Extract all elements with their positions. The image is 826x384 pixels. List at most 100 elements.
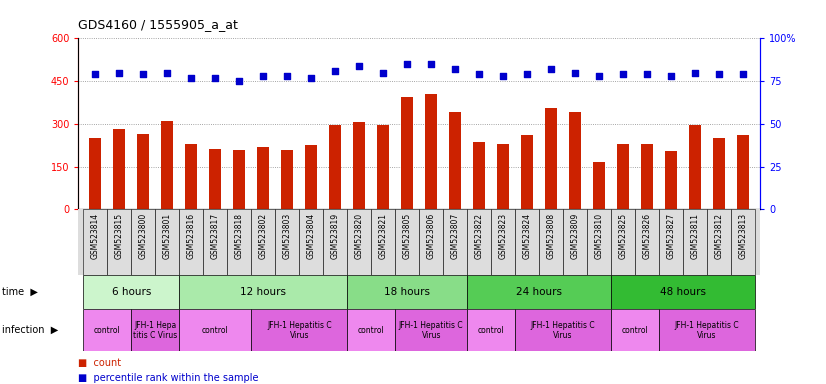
Bar — [107, 209, 131, 275]
Bar — [641, 144, 653, 209]
Bar — [137, 134, 150, 209]
Point — [233, 78, 246, 84]
Bar — [515, 309, 611, 351]
Bar — [251, 309, 347, 351]
Point — [520, 71, 534, 77]
Bar — [617, 144, 629, 209]
Text: GSM523807: GSM523807 — [451, 213, 460, 259]
Bar — [257, 147, 269, 209]
Text: control: control — [94, 326, 121, 335]
Point — [281, 73, 294, 79]
Text: ■  count: ■ count — [78, 358, 121, 368]
Text: GSM523822: GSM523822 — [475, 213, 484, 258]
Point — [472, 71, 486, 77]
Text: GSM523815: GSM523815 — [115, 213, 124, 259]
Bar — [179, 309, 251, 351]
Bar — [611, 209, 635, 275]
Text: control: control — [622, 326, 648, 335]
Bar — [731, 209, 755, 275]
Bar — [306, 145, 317, 209]
Text: GSM523809: GSM523809 — [571, 213, 580, 259]
Text: JFH-1 Hepatitis C
Virus: JFH-1 Hepatitis C Virus — [399, 321, 463, 340]
Text: JFH-1 Hepatitis C
Virus: JFH-1 Hepatitis C Virus — [267, 321, 331, 340]
Point — [377, 70, 390, 76]
Bar — [707, 209, 731, 275]
Bar — [563, 209, 587, 275]
Text: JFH-1 Hepatitis C
Virus: JFH-1 Hepatitis C Virus — [531, 321, 596, 340]
Bar — [347, 275, 468, 309]
Text: JFH-1 Hepa
titis C Virus: JFH-1 Hepa titis C Virus — [133, 321, 178, 340]
Text: GSM523806: GSM523806 — [427, 213, 435, 259]
Point — [592, 73, 605, 79]
Bar — [515, 209, 539, 275]
Text: GSM523823: GSM523823 — [499, 213, 508, 259]
Bar — [83, 309, 131, 351]
Text: infection  ▶: infection ▶ — [2, 325, 58, 335]
Text: GSM523805: GSM523805 — [403, 213, 411, 259]
Bar — [155, 209, 179, 275]
Bar — [227, 209, 251, 275]
Bar — [737, 135, 749, 209]
Point — [689, 70, 702, 76]
Point — [401, 61, 414, 67]
Bar — [347, 209, 371, 275]
Text: time  ▶: time ▶ — [2, 287, 37, 297]
Point — [112, 70, 126, 76]
Bar — [611, 275, 755, 309]
Text: GSM523826: GSM523826 — [643, 213, 652, 259]
Point — [640, 71, 653, 77]
Point — [257, 73, 270, 79]
Bar — [281, 150, 293, 209]
Text: GSM523814: GSM523814 — [91, 213, 100, 259]
Bar — [354, 122, 365, 209]
Text: GSM523824: GSM523824 — [523, 213, 532, 259]
Bar — [299, 209, 323, 275]
Text: GSM523817: GSM523817 — [211, 213, 220, 259]
Bar — [473, 142, 485, 209]
Bar — [545, 108, 558, 209]
Point — [665, 73, 678, 79]
Bar — [179, 209, 203, 275]
Bar — [444, 209, 468, 275]
Bar — [347, 309, 395, 351]
Text: GSM523825: GSM523825 — [619, 213, 628, 259]
Bar — [468, 209, 491, 275]
Bar — [539, 209, 563, 275]
Bar — [569, 113, 582, 209]
Text: GSM523808: GSM523808 — [547, 213, 556, 259]
Point — [160, 70, 173, 76]
Bar — [491, 209, 515, 275]
Text: control: control — [477, 326, 505, 335]
Bar — [377, 125, 389, 209]
Point — [496, 73, 510, 79]
Point — [737, 71, 750, 77]
Text: GSM523818: GSM523818 — [235, 213, 244, 258]
Text: GSM523810: GSM523810 — [595, 213, 604, 259]
Bar — [83, 209, 107, 275]
Bar — [420, 209, 444, 275]
Text: GSM523816: GSM523816 — [187, 213, 196, 259]
Text: GSM523804: GSM523804 — [306, 213, 316, 259]
Bar — [395, 209, 420, 275]
Bar — [689, 125, 701, 209]
Bar — [659, 209, 683, 275]
Text: GSM523802: GSM523802 — [259, 213, 268, 259]
Bar — [179, 275, 347, 309]
Text: GSM523812: GSM523812 — [714, 213, 724, 258]
Bar — [593, 162, 605, 209]
Bar — [497, 144, 509, 209]
Text: GSM523819: GSM523819 — [330, 213, 339, 259]
Point — [329, 68, 342, 74]
Point — [425, 61, 438, 67]
Text: control: control — [202, 326, 229, 335]
Text: 24 hours: 24 hours — [516, 287, 563, 297]
Text: GSM523811: GSM523811 — [691, 213, 700, 258]
Bar — [449, 113, 461, 209]
Bar — [89, 138, 102, 209]
Text: 12 hours: 12 hours — [240, 287, 287, 297]
Point — [136, 71, 150, 77]
Point — [449, 66, 462, 72]
Bar — [401, 97, 413, 209]
Point — [305, 74, 318, 81]
Bar — [713, 137, 725, 209]
